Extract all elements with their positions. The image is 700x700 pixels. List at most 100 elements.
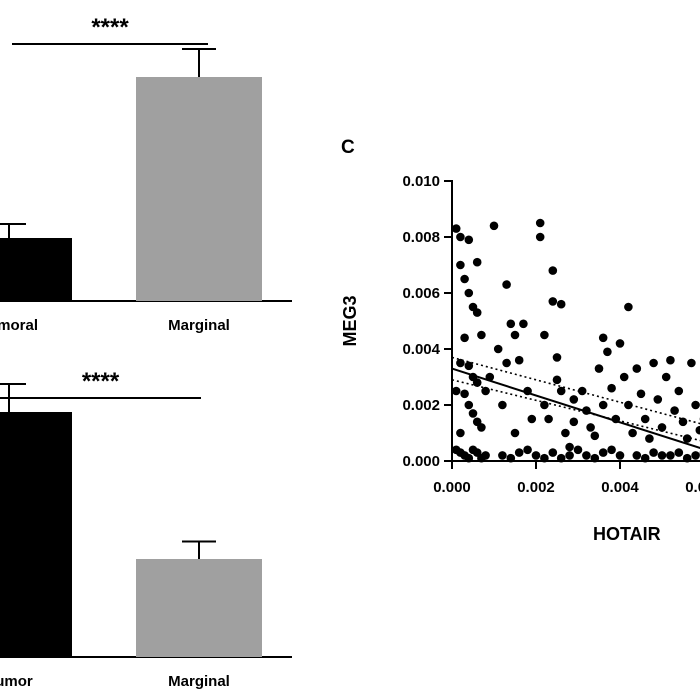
data-point (481, 386, 490, 396)
data-point (544, 414, 553, 424)
data-point (582, 451, 591, 460)
data-point (590, 453, 600, 463)
data-point (548, 448, 558, 457)
data-point (603, 347, 612, 357)
data-point (460, 333, 469, 343)
significance-label: **** (91, 14, 129, 41)
data-point (645, 434, 654, 443)
data-point (472, 308, 482, 317)
data-point (468, 409, 478, 418)
data-point (556, 453, 566, 463)
data-point (519, 319, 528, 329)
data-point (493, 344, 503, 354)
data-point (552, 353, 562, 362)
data-point (548, 266, 558, 275)
data-point (624, 400, 633, 410)
data-point (586, 423, 595, 432)
data-point (598, 333, 608, 343)
data-point (510, 428, 520, 438)
y-axis-title: MEG3 (340, 295, 360, 346)
data-point (556, 299, 566, 309)
y-tick-label: 0.010 (402, 173, 440, 190)
data-point (456, 260, 465, 270)
y-tick-label: 0.000 (402, 453, 440, 470)
data-point (489, 221, 499, 231)
data-point (695, 425, 700, 435)
data-point (657, 423, 667, 432)
data-point (460, 274, 469, 284)
x-tick-label: 0.006 (685, 479, 700, 496)
data-point (649, 448, 658, 457)
data-point (498, 451, 507, 460)
data-point (464, 288, 474, 298)
data-point (456, 428, 465, 438)
data-point (481, 451, 490, 460)
data-point (485, 372, 495, 382)
data-point (472, 257, 482, 267)
bar-chart-bottom: **** Tumor Marginal (0, 368, 292, 690)
data-point (540, 400, 549, 410)
bar-tumor (0, 412, 72, 657)
panel-letter-c: C (341, 137, 355, 158)
data-point (674, 448, 684, 457)
y-tick-label: 0.004 (402, 341, 440, 358)
data-point (582, 406, 591, 415)
data-point (477, 330, 486, 340)
data-point (456, 232, 465, 242)
category-label-marginal: Marginal (168, 673, 230, 690)
data-point (548, 297, 558, 306)
data-point (661, 372, 671, 382)
data-point (653, 395, 663, 404)
data-point (691, 451, 700, 460)
data-point (456, 358, 465, 368)
bar-marginal (136, 559, 262, 657)
data-point (611, 414, 621, 424)
data-point (657, 451, 667, 460)
data-point (506, 453, 516, 463)
data-point (598, 448, 608, 457)
data-point (632, 451, 642, 460)
data-point (464, 400, 474, 410)
data-point (510, 330, 520, 340)
data-point (624, 302, 633, 312)
data-point (451, 386, 461, 396)
data-point (640, 414, 650, 424)
data-point (506, 319, 516, 329)
data-point (674, 386, 684, 396)
data-point (531, 451, 541, 460)
data-point (640, 453, 650, 463)
data-point (666, 355, 675, 365)
data-point (477, 423, 486, 432)
category-label-tumoral: Tumoral (0, 317, 38, 334)
data-point (502, 280, 511, 289)
data-point (565, 451, 574, 460)
regression-line (451, 367, 700, 450)
data-point (523, 445, 532, 455)
data-point (615, 339, 625, 348)
data-point (514, 355, 524, 365)
data-point (682, 453, 692, 463)
data-point (619, 372, 629, 382)
x-tick-label: 0.002 (517, 479, 555, 496)
data-point (569, 395, 579, 404)
category-label-marginal: Marginal (168, 317, 230, 334)
data-point (451, 224, 461, 233)
y-tick-label: 0.006 (402, 285, 440, 302)
data-point (552, 375, 562, 385)
significance-label: **** (82, 368, 120, 395)
data-point (691, 400, 700, 410)
data-point (649, 358, 658, 368)
data-point (615, 451, 625, 460)
data-point (607, 383, 616, 393)
x-tick-label: 0.004 (601, 479, 639, 496)
data-point (598, 400, 608, 410)
data-point (607, 445, 616, 455)
x-axis-title: HOTAIR (593, 524, 661, 544)
x-tick-label: 0.000 (433, 479, 471, 496)
data-point (535, 218, 545, 228)
data-point (670, 406, 679, 415)
data-point (573, 445, 583, 455)
bar-tumoral (0, 238, 72, 301)
data-point (464, 453, 474, 463)
data-point (561, 428, 570, 438)
